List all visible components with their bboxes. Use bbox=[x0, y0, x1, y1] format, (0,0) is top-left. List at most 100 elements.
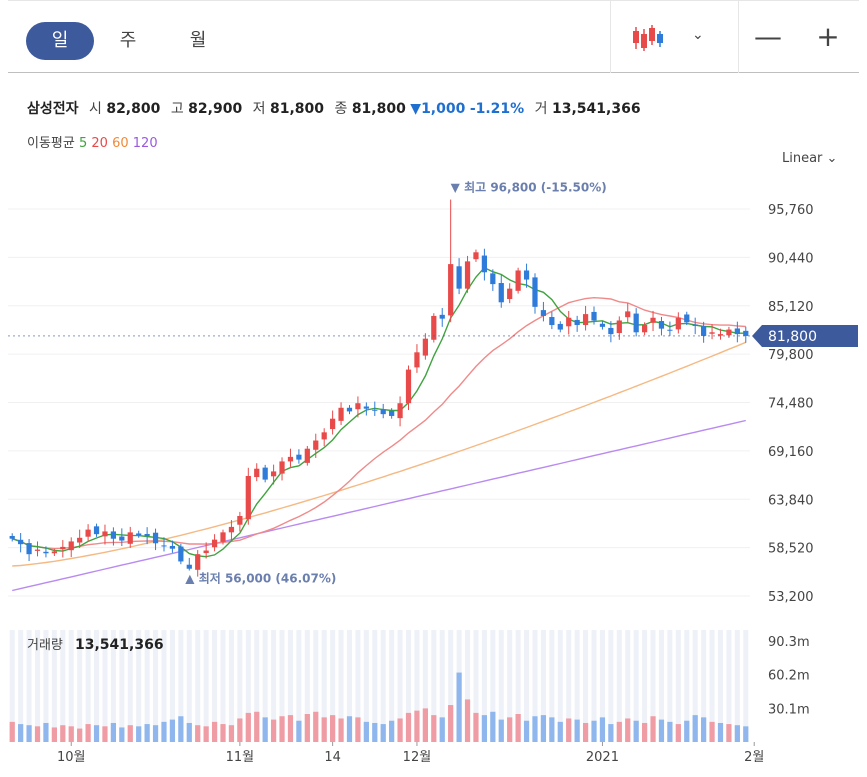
volume-bar bbox=[330, 715, 336, 742]
candle-body bbox=[650, 317, 656, 323]
candle-body bbox=[254, 468, 260, 478]
candle-body bbox=[296, 454, 302, 460]
candle-body bbox=[355, 403, 361, 410]
volume-label: 거래량 bbox=[27, 638, 63, 653]
volume-bar bbox=[448, 705, 454, 742]
volume-bar bbox=[523, 720, 530, 742]
chevron-down-icon[interactable]: ⌄ bbox=[692, 27, 704, 43]
price-tick-label: 53,200 bbox=[768, 590, 814, 605]
candle-body bbox=[422, 338, 428, 356]
max-price-label: ▼ 최고 96,800 (-15.50%) bbox=[451, 180, 607, 195]
candle-body bbox=[743, 330, 749, 336]
volume-bar bbox=[515, 714, 521, 742]
candle-body bbox=[532, 277, 538, 307]
chevron-down-icon: ⌄ bbox=[826, 151, 838, 166]
volume-tick-label: 30.1m bbox=[768, 702, 810, 717]
volume-bar bbox=[633, 720, 639, 742]
volume-bar bbox=[60, 725, 66, 742]
price-chart[interactable]: 95,760 90,440 85,120 79,800 74,480 69,160 63,8… bbox=[0, 160, 867, 777]
volume-bar bbox=[372, 722, 378, 742]
candle-body bbox=[169, 545, 176, 549]
close-label: 종 bbox=[334, 101, 348, 117]
volume-bar bbox=[93, 725, 100, 742]
volume-bar bbox=[684, 720, 690, 742]
tab-week[interactable]: 주 bbox=[119, 30, 137, 51]
candlestick-icon[interactable] bbox=[632, 25, 664, 51]
tab-month[interactable]: 월 bbox=[189, 30, 207, 51]
volume-bar bbox=[195, 725, 201, 742]
candle-body bbox=[279, 461, 285, 474]
volume-bar bbox=[574, 719, 580, 742]
candle-body bbox=[110, 531, 117, 539]
ma-legend: 이동평균 5 20 60 120 bbox=[27, 132, 158, 151]
candle-body bbox=[414, 352, 420, 368]
ma60-line bbox=[12, 341, 747, 567]
candle-body bbox=[228, 526, 235, 533]
volume-bar bbox=[254, 711, 260, 742]
candle-body bbox=[203, 550, 209, 554]
candle-body bbox=[119, 536, 125, 541]
volume-bar bbox=[431, 715, 437, 742]
volume-bar bbox=[355, 717, 361, 742]
volume-bar bbox=[321, 717, 327, 742]
price-tick-label: 90,440 bbox=[768, 251, 814, 266]
candle-body bbox=[582, 314, 589, 326]
volume-bar bbox=[566, 718, 572, 742]
scale-label: Linear bbox=[782, 151, 823, 166]
candle-body bbox=[473, 252, 479, 260]
candle-body bbox=[692, 324, 698, 326]
volume-value: 13,541,366 bbox=[75, 637, 164, 653]
volume-bar bbox=[726, 724, 732, 742]
candle-body bbox=[195, 554, 201, 570]
tab-day[interactable]: 일 bbox=[26, 22, 94, 60]
candle-body bbox=[321, 432, 327, 440]
high-value: 82,900 bbox=[188, 101, 243, 117]
scale-dropdown[interactable]: Linear ⌄ bbox=[782, 151, 837, 166]
volume-bar bbox=[456, 672, 462, 742]
volume-bar bbox=[203, 726, 209, 742]
volume-bar bbox=[304, 714, 310, 742]
candle-body bbox=[675, 317, 681, 330]
candle-body bbox=[641, 325, 648, 333]
low-label: 저 bbox=[252, 101, 266, 117]
candle-body bbox=[616, 320, 622, 334]
minus-icon[interactable]: — bbox=[754, 20, 782, 53]
volume-bar bbox=[389, 720, 395, 742]
candle-body bbox=[152, 532, 159, 544]
candle-body bbox=[186, 564, 192, 569]
candle-body bbox=[338, 407, 344, 421]
candle-body bbox=[507, 288, 513, 300]
volume-bar bbox=[102, 726, 108, 742]
volume-bar bbox=[473, 712, 479, 742]
volume-bar bbox=[717, 722, 724, 742]
candle-body bbox=[60, 546, 66, 550]
volume-bar bbox=[237, 718, 243, 742]
volume-bar bbox=[422, 708, 428, 742]
volume-bar bbox=[464, 699, 471, 742]
candle-body bbox=[43, 551, 49, 554]
volume-bar bbox=[270, 719, 277, 742]
open-value: 82,800 bbox=[106, 101, 161, 117]
volume-bar bbox=[490, 711, 496, 742]
volume-bar bbox=[110, 722, 117, 742]
candle-body bbox=[709, 332, 715, 334]
ma5-line bbox=[11, 266, 746, 558]
candle-body bbox=[456, 266, 462, 289]
volume-bar bbox=[152, 725, 159, 742]
candle-body bbox=[346, 407, 353, 412]
candle-body bbox=[144, 533, 150, 536]
divider bbox=[610, 1, 611, 73]
candle-body bbox=[599, 323, 606, 327]
volume-bar bbox=[43, 722, 49, 742]
toolbar: 일 주 월 ⌄ — + bbox=[8, 0, 859, 73]
volume-bar bbox=[405, 712, 412, 742]
volume-bar bbox=[599, 717, 606, 742]
volume-bar bbox=[346, 716, 353, 742]
candle-body bbox=[448, 264, 454, 316]
high-label: 고 bbox=[170, 101, 184, 117]
current-price-value: 81,800 bbox=[768, 329, 817, 345]
candle-body bbox=[136, 533, 142, 536]
volume-bar bbox=[658, 719, 665, 742]
candle-body bbox=[18, 539, 24, 545]
plus-icon[interactable]: + bbox=[816, 20, 840, 53]
